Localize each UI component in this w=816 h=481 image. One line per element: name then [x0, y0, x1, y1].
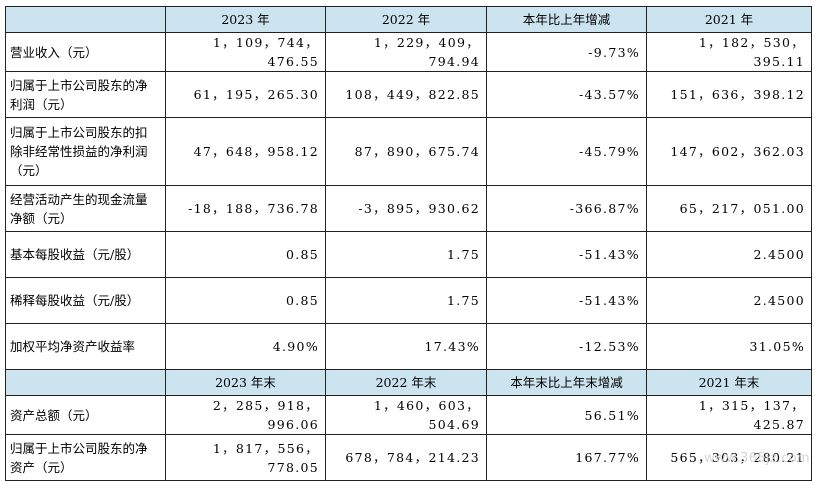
- change-cell: -12.53%: [486, 323, 647, 370]
- value-cell: 4.90%: [165, 323, 326, 370]
- change-cell: 56.51%: [486, 395, 647, 435]
- value-cell: 147，602，362.03: [646, 117, 812, 186]
- value-cell: -3，895，930.62: [325, 185, 487, 232]
- value-cell: 1，315，137，425.87: [646, 395, 812, 435]
- value-cell: 1，460，603，504.69: [325, 395, 487, 435]
- header-cell-2023: 2023 年: [165, 6, 326, 33]
- table-row: 资产总额（元） 2，285，918，996.06 1，460，603，504.6…: [5, 395, 812, 435]
- value-cell: 151，636，398.12: [646, 71, 812, 118]
- value-cell: 108，449，822.85: [325, 71, 487, 118]
- row-label: 稀释每股收益（元/股）: [5, 277, 166, 324]
- row-label: 归属于上市公司股东的净资产（元）: [5, 434, 166, 481]
- change-cell: -9.73%: [486, 32, 647, 72]
- row-label: 归属于上市公司股东的扣除非经常性损益的净利润（元）: [5, 117, 166, 186]
- change-cell: 167.77%: [486, 434, 647, 481]
- row-label: 基本每股收益（元/股）: [5, 231, 166, 278]
- value-cell: 1，182，530，395.11: [646, 32, 812, 72]
- value-cell: 65，217，051.00: [646, 185, 812, 232]
- value-cell: 1.75: [325, 231, 487, 278]
- header-cell-change-end: 本年末比上年末增减: [486, 369, 647, 396]
- header-row-annual: 2023 年 2022 年 本年比上年增减 2021 年: [5, 6, 812, 33]
- header-row-yearend: 2023 年末 2022 年末 本年末比上年末增减 2021 年末: [5, 369, 812, 396]
- change-cell: -43.57%: [486, 71, 647, 118]
- value-cell: 2.4500: [646, 231, 812, 278]
- change-cell: -51.43%: [486, 277, 647, 324]
- value-cell: 1，817，556，778.05: [165, 434, 326, 481]
- row-label: 加权平均净资产收益率: [5, 323, 166, 370]
- value-cell: 2，285，918，996.06: [165, 395, 326, 435]
- row-label: 资产总额（元）: [5, 395, 166, 435]
- value-cell: 2.4500: [646, 277, 812, 324]
- value-cell: 17.43%: [325, 323, 487, 370]
- header-cell-change: 本年比上年增减: [486, 6, 647, 33]
- table-row: 基本每股收益（元/股） 0.85 1.75 -51.43% 2.4500: [5, 231, 812, 278]
- change-cell: -45.79%: [486, 117, 647, 186]
- table-row: 加权平均净资产收益率 4.90% 17.43% -12.53% 31.05%: [5, 323, 812, 370]
- table-row: 营业收入（元） 1，109，744，476.55 1，229，409，794.9…: [5, 32, 812, 72]
- header-cell-2022-end: 2022 年末: [325, 369, 487, 396]
- value-cell: 31.05%: [646, 323, 812, 370]
- value-cell: 61，195，265.30: [165, 71, 326, 118]
- row-label: 经营活动产生的现金流量净额（元）: [5, 185, 166, 232]
- value-cell: 1.75: [325, 277, 487, 324]
- header-cell-2021: 2021 年: [646, 6, 812, 33]
- table-row: 稀释每股收益（元/股） 0.85 1.75 -51.43% 2.4500: [5, 277, 812, 324]
- value-cell: -18，188，736.78: [165, 185, 326, 232]
- table-row: 经营活动产生的现金流量净额（元） -18，188，736.78 -3，895，9…: [5, 185, 812, 232]
- header-cell-corner: [5, 6, 166, 33]
- value-cell: 678，784，214.23: [325, 434, 487, 481]
- financial-summary-table: 2023 年 2022 年 本年比上年增减 2021 年 营业收入（元） 1，1…: [5, 6, 812, 481]
- change-cell: -51.43%: [486, 231, 647, 278]
- value-cell: 1，229，409，794.94: [325, 32, 487, 72]
- value-cell: 1，109，744，476.55: [165, 32, 326, 72]
- value-cell: 0.85: [165, 277, 326, 324]
- row-label: 营业收入（元）: [5, 32, 166, 72]
- table-row: 归属于上市公司股东的扣除非经常性损益的净利润（元） 47，648，958.12 …: [5, 117, 812, 186]
- header-cell-2021-end: 2021 年末: [646, 369, 812, 396]
- table-row: 归属于上市公司股东的净利润（元） 61，195，265.30 108，449，8…: [5, 71, 812, 118]
- header-cell-2023-end: 2023 年末: [165, 369, 326, 396]
- value-cell: 47，648，958.12: [165, 117, 326, 186]
- header-cell-2022: 2022 年: [325, 6, 487, 33]
- table-row: 归属于上市公司股东的净资产（元） 1，817，556，778.05 678，78…: [5, 434, 812, 481]
- row-label: 归属于上市公司股东的净利润（元）: [5, 71, 166, 118]
- change-cell: -366.87%: [486, 185, 647, 232]
- header-cell-corner: [5, 369, 166, 396]
- watermark-text: www.365jz.com: [704, 451, 810, 466]
- value-cell: 0.85: [165, 231, 326, 278]
- value-cell: 87，890，675.74: [325, 117, 487, 186]
